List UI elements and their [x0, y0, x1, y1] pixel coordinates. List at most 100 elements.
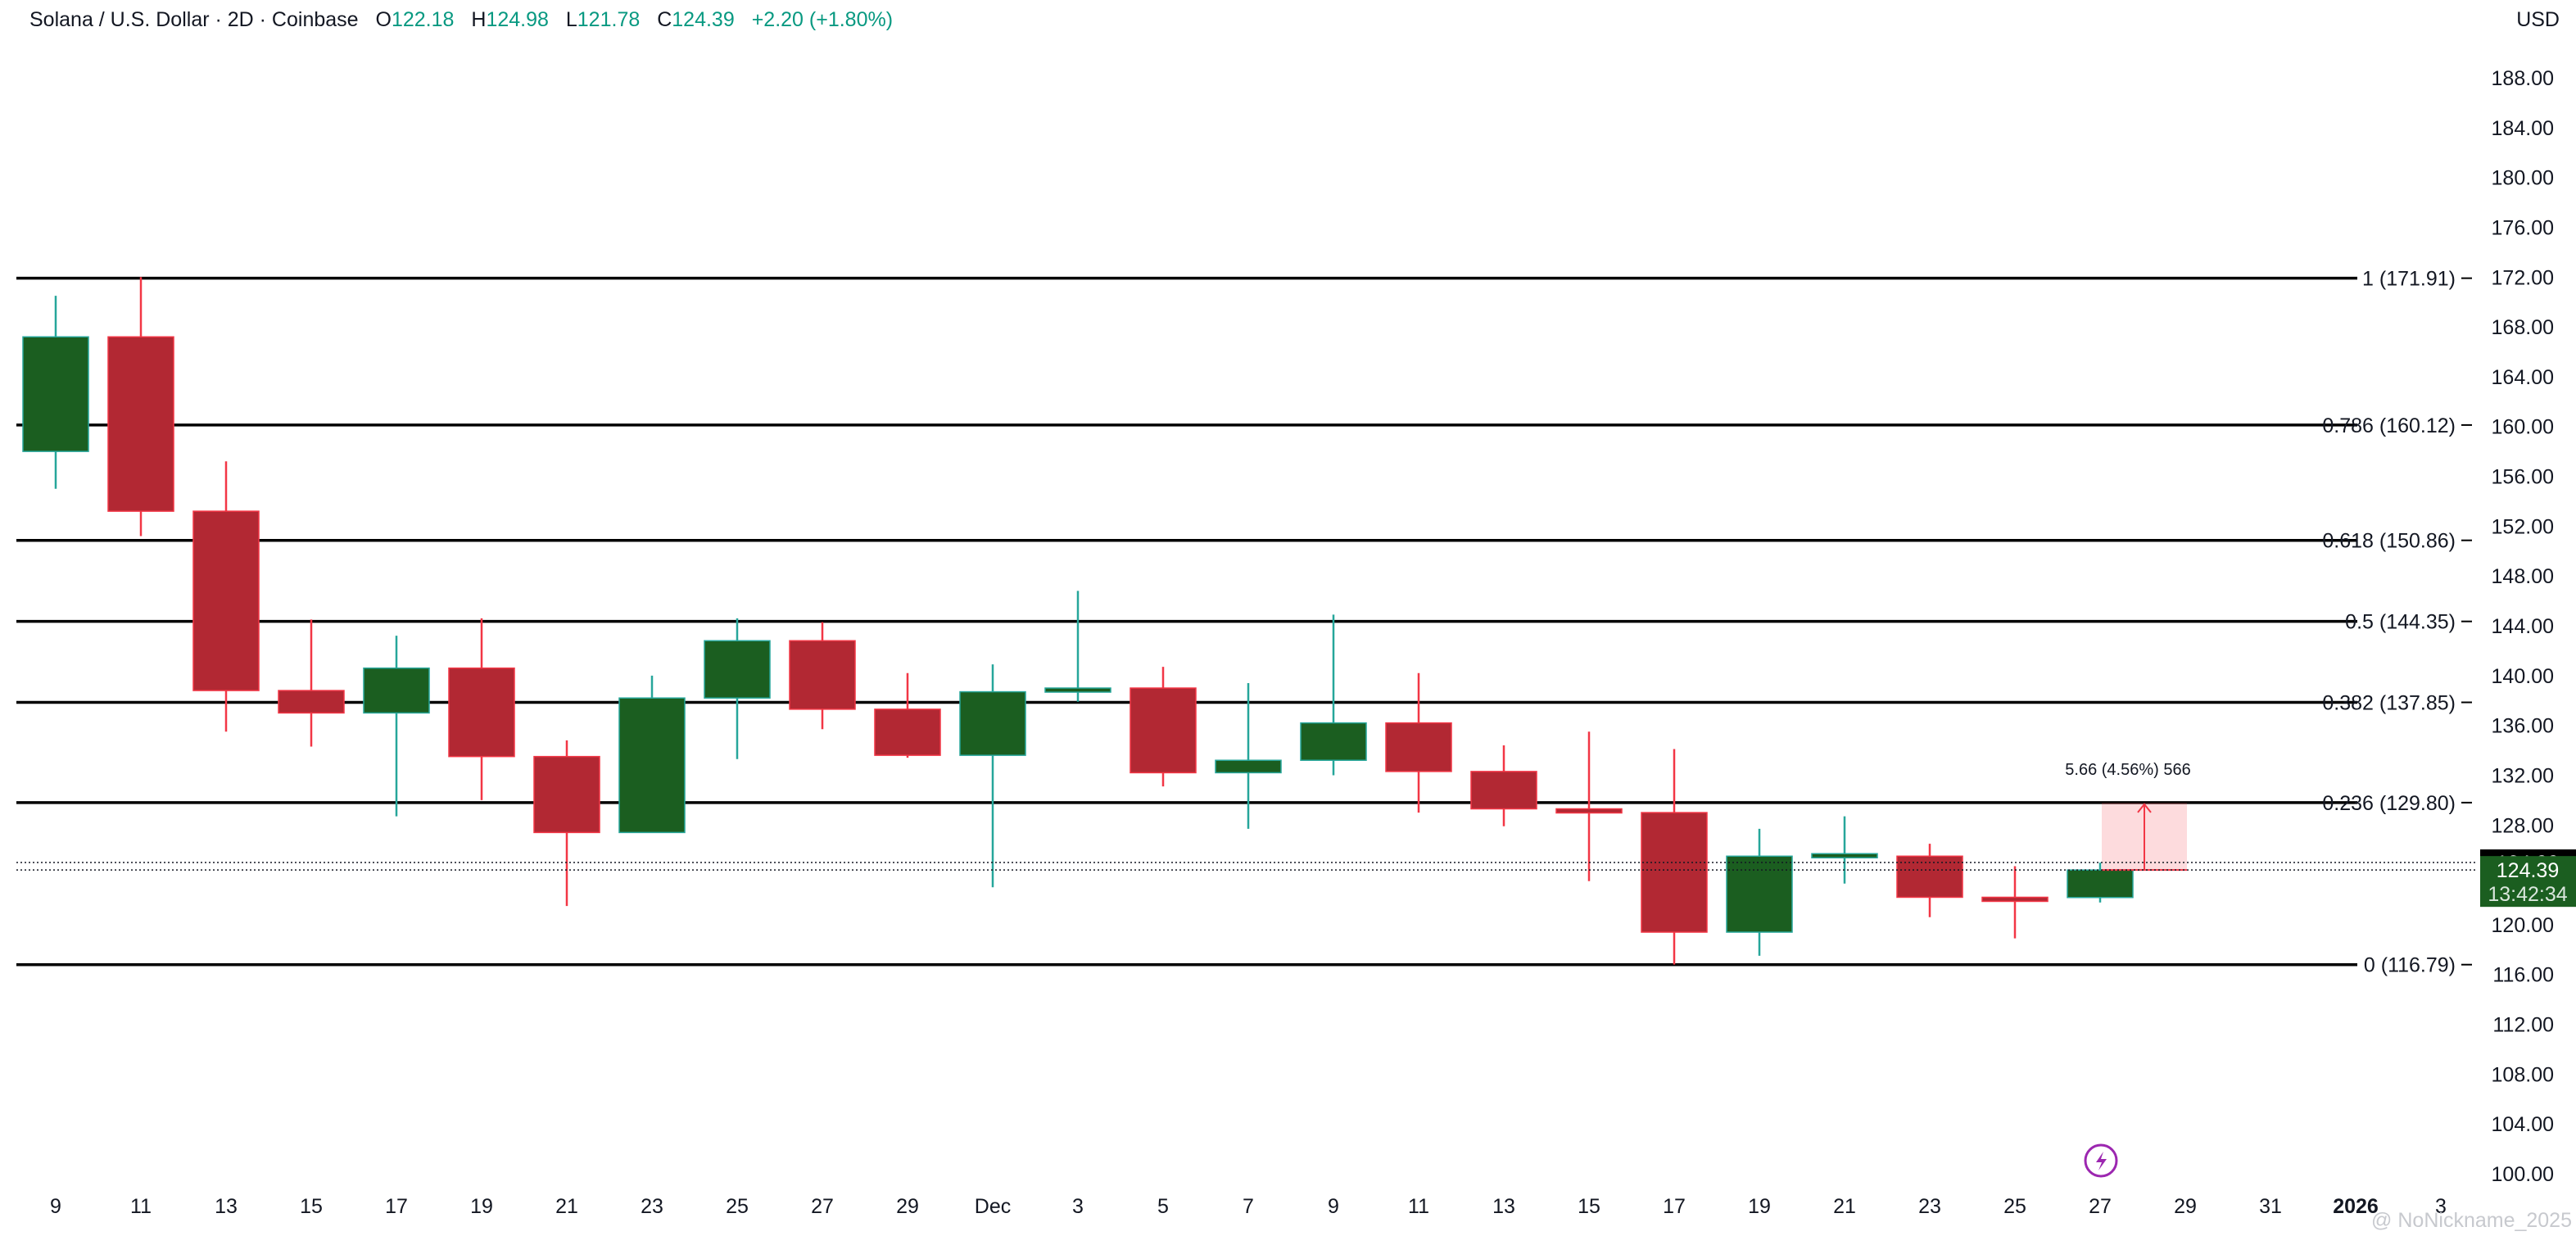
close-label: C: [657, 8, 672, 31]
candle-body[interactable]: [448, 667, 515, 758]
fib-level-label: 0.5 (144.35): [2345, 611, 2456, 634]
x-tick-label: 7: [1243, 1195, 1254, 1218]
change-value: +2.20 (+1.80%): [751, 8, 894, 31]
y-tick-label: 152.00: [2492, 515, 2554, 538]
last-price-box: [2480, 856, 2576, 908]
close-value: 124.39: [672, 8, 735, 31]
x-tick-label: 17: [1663, 1195, 1686, 1218]
candle-body[interactable]: [1555, 808, 1623, 814]
fib-level-label: 0 (116.79): [2364, 954, 2456, 977]
candle-body[interactable]: [1981, 896, 2049, 903]
y-tick-label: 144.00: [2492, 615, 2554, 638]
fib-level-label: 0.382 (137.85): [2322, 692, 2456, 715]
candle-body[interactable]: [704, 640, 771, 699]
x-tick-label: 2026: [2333, 1195, 2379, 1218]
candle-body[interactable]: [22, 336, 89, 452]
measure-arrow-head: [2137, 803, 2152, 813]
x-tick-label: Dec: [975, 1195, 1011, 1218]
candle-body[interactable]: [107, 336, 174, 512]
candle-body[interactable]: [874, 709, 941, 756]
candle-body[interactable]: [959, 690, 1026, 756]
low-label: L: [565, 8, 577, 31]
x-tick-label: 11: [1408, 1195, 1429, 1218]
x-tick-label: 9: [1328, 1195, 1339, 1218]
fib-level-label: 1 (171.91): [2362, 268, 2456, 291]
candle-body[interactable]: [1130, 687, 1197, 774]
y-tick-label: 180.00: [2492, 167, 2554, 190]
candle-body[interactable]: [618, 697, 686, 834]
x-tick-label: 13: [215, 1195, 238, 1218]
x-tick-label: 5: [1157, 1195, 1169, 1218]
x-tick-label: 3: [1072, 1195, 1084, 1218]
lightning-icon[interactable]: [2084, 1143, 2118, 1178]
currency-button[interactable]: USD: [2516, 8, 2560, 31]
x-tick-label: 19: [1748, 1195, 1771, 1218]
measure-label: 5.66 (4.56%) 566: [2065, 761, 2190, 779]
candle-body[interactable]: [1044, 687, 1111, 693]
x-tick-label: 31: [2259, 1195, 2282, 1218]
x-tick-label: 15: [1578, 1195, 1600, 1218]
candle-body[interactable]: [1300, 722, 1367, 761]
candle-body[interactable]: [789, 640, 856, 710]
high-label: H: [471, 8, 487, 31]
y-tick-label: 120.00: [2492, 914, 2554, 937]
candle-body[interactable]: [1811, 853, 1878, 858]
x-tick-label: 27: [2089, 1195, 2112, 1218]
y-tick-label: 112.00: [2492, 1014, 2554, 1037]
high-value: 124.98: [486, 8, 549, 31]
y-tick-label: 156.00: [2492, 466, 2554, 489]
chart-header: Solana / U.S. Dollar · 2D · Coinbase O12…: [29, 8, 893, 32]
x-tick-label: 23: [641, 1195, 663, 1218]
lightning-bolt-glyph: [2096, 1152, 2107, 1170]
x-tick-label: 9: [50, 1195, 61, 1218]
candle-body[interactable]: [533, 755, 600, 834]
y-tick-label: 176.00: [2492, 216, 2554, 239]
y-tick-label: 188.00: [2492, 67, 2554, 90]
candle-body[interactable]: [1641, 812, 1708, 933]
candle-body[interactable]: [1215, 759, 1282, 774]
fib-level-label: 0.786 (160.12): [2322, 414, 2456, 437]
y-tick-label: 160.00: [2492, 416, 2554, 439]
y-tick-label: 148.00: [2492, 565, 2554, 588]
x-tick-label: 29: [2174, 1195, 2197, 1218]
y-tick-label: 104.00: [2492, 1113, 2554, 1136]
y-tick-label: 108.00: [2492, 1063, 2554, 1086]
last-price-label: 124.39: [2497, 859, 2559, 882]
candle-body[interactable]: [192, 510, 260, 691]
y-tick-label: 136.00: [2492, 715, 2554, 738]
fib-level-label: 0.618 (150.86): [2322, 530, 2456, 553]
x-tick-label: 19: [470, 1195, 493, 1218]
x-tick-label: 13: [1492, 1195, 1515, 1218]
x-tick-label: 3: [2435, 1195, 2447, 1218]
watermark-text: @ NoNickname_2025: [2371, 1209, 2572, 1232]
y-tick-label: 140.00: [2492, 665, 2554, 688]
candle-body[interactable]: [2067, 869, 2134, 899]
low-value: 121.78: [577, 8, 641, 31]
candle-body[interactable]: [1726, 855, 1793, 933]
candle-body[interactable]: [1470, 771, 1537, 810]
y-tick-label: 168.00: [2492, 316, 2554, 339]
x-tick-label: 21: [555, 1195, 578, 1218]
candle-body[interactable]: [278, 690, 345, 714]
x-tick-label: 17: [385, 1195, 408, 1218]
symbol-title: Solana / U.S. Dollar · 2D · Coinbase: [29, 8, 359, 31]
bar-countdown-label: 13:42:34: [2488, 883, 2567, 906]
x-tick-label: 25: [726, 1195, 749, 1218]
x-tick-label: 23: [1918, 1195, 1941, 1218]
x-tick-label: 29: [896, 1195, 919, 1218]
open-value: 122.18: [391, 8, 455, 31]
fib-level-label: 0.236 (129.80): [2322, 792, 2456, 815]
open-label: O: [375, 8, 392, 31]
candle-body[interactable]: [363, 667, 430, 714]
y-tick-label: 128.00: [2492, 814, 2554, 837]
y-tick-label: 164.00: [2492, 366, 2554, 389]
x-tick-label: 27: [811, 1195, 834, 1218]
y-tick-label: 184.00: [2492, 117, 2554, 140]
y-tick-label: 116.00: [2492, 964, 2554, 987]
y-tick-label: 100.00: [2492, 1163, 2554, 1186]
x-tick-label: 25: [2003, 1195, 2026, 1218]
candle-body[interactable]: [1385, 722, 1452, 772]
x-tick-label: 15: [300, 1195, 323, 1218]
